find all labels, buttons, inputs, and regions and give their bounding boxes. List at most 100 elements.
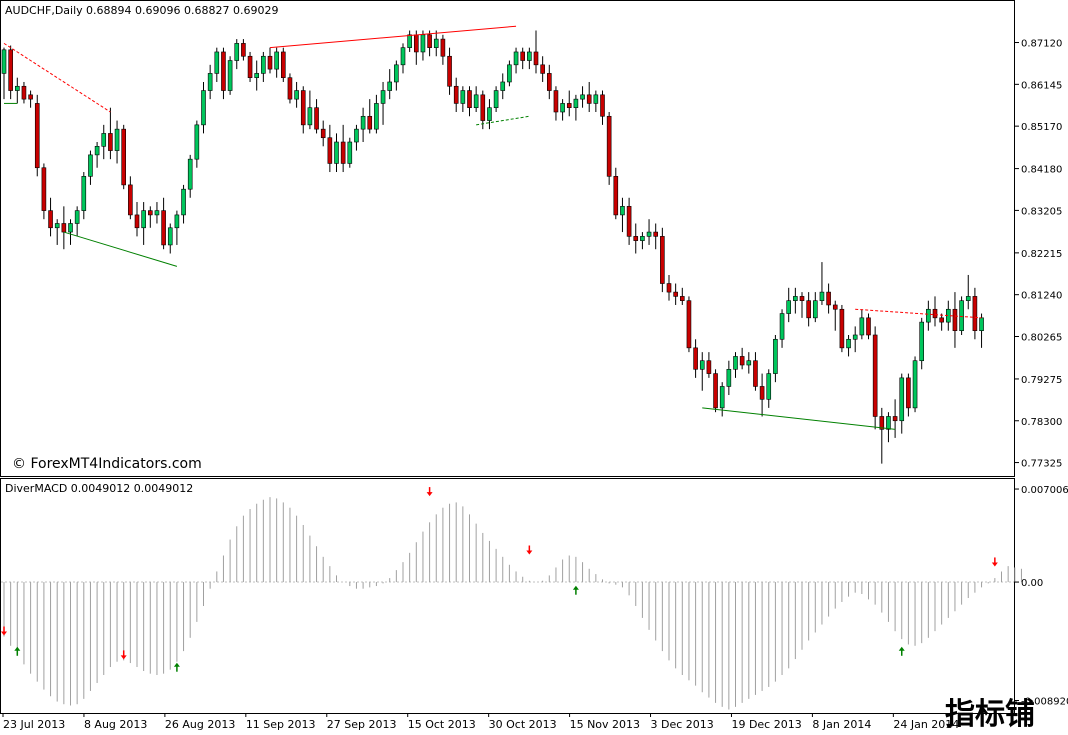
candle-body	[527, 51, 532, 61]
candle-body	[739, 356, 745, 366]
candle-body	[41, 167, 47, 211]
candle-body	[440, 38, 446, 57]
candle-body	[939, 317, 944, 323]
candle-body	[121, 128, 126, 186]
price-candles	[1, 30, 984, 464]
candle-body	[872, 334, 878, 417]
candle-body	[174, 214, 180, 229]
arrow-head	[898, 646, 905, 651]
macd-axis: 0.0070066 0.00 -0.0089200	[1014, 485, 1068, 707]
candle-body	[706, 360, 712, 374]
date-tick-label: 24 Jan 2014	[893, 718, 959, 731]
candle-body	[460, 90, 466, 104]
candle-body	[374, 103, 379, 130]
date-tick-label: 26 Aug 2013	[165, 718, 235, 731]
candle-body	[347, 141, 353, 164]
date-tick-label: 19 Dec 2013	[731, 718, 801, 731]
candle-body	[453, 85, 459, 104]
divergence-line	[855, 308, 982, 319]
candle-body	[753, 360, 758, 387]
candle-body	[280, 51, 286, 78]
candle-body	[779, 313, 785, 340]
arrow-down-icon	[120, 650, 127, 660]
arrow-up-icon	[572, 585, 579, 595]
candle-body	[606, 115, 612, 177]
candle-body	[300, 90, 306, 126]
candle-body	[965, 296, 971, 301]
candle-body	[666, 283, 672, 293]
candle-body	[566, 103, 572, 109]
candle-body	[334, 141, 339, 164]
candle-body	[812, 300, 818, 319]
date-tick-label: 15 Oct 2013	[408, 718, 476, 731]
candle-body	[507, 64, 512, 83]
price-tick-label: 0.84180	[1021, 165, 1062, 176]
candle-body	[560, 103, 565, 113]
candle-body	[307, 107, 313, 126]
candle-body	[846, 338, 851, 349]
candle-body	[580, 94, 585, 100]
candle-body	[320, 128, 326, 139]
arrow-head	[1, 631, 7, 636]
candle-body	[207, 73, 213, 91]
candle-body	[380, 90, 386, 104]
price-tick-label: 0.77325	[1021, 459, 1062, 470]
candle-body	[826, 291, 831, 306]
candle-body	[520, 51, 526, 61]
candle-body	[447, 55, 452, 87]
date-tick-label: 30 Oct 2013	[489, 718, 557, 731]
candle-body	[906, 377, 911, 409]
candle-body	[407, 34, 412, 48]
candle-body	[294, 90, 299, 100]
arrow-head	[991, 562, 998, 567]
arrow-head	[526, 550, 533, 555]
candle-body	[620, 206, 625, 216]
price-chart-title: AUDCHF,Daily	[5, 4, 83, 17]
date-tick-label: 27 Sep 2013	[327, 718, 397, 731]
candle-body	[15, 85, 20, 91]
candle-body	[972, 296, 978, 331]
candle-body	[467, 90, 472, 109]
candle-body	[500, 81, 506, 91]
arrow-down-icon	[526, 545, 533, 555]
date-tick-label: 15 Nov 2013	[570, 718, 640, 731]
candle-body	[573, 98, 579, 109]
candle-body	[141, 210, 146, 229]
candle-body	[899, 377, 905, 422]
candle-body	[879, 416, 885, 430]
price-tick-label: 0.79275	[1021, 375, 1062, 386]
candle-body	[61, 223, 67, 233]
divergence-lines	[3, 25, 982, 430]
price-tick-label: 0.85170	[1021, 122, 1062, 133]
candle-body	[8, 49, 13, 91]
candle-body	[387, 81, 393, 91]
candle-body	[640, 236, 645, 241]
candle-body	[686, 300, 692, 349]
divergence-line	[269, 25, 517, 49]
candle-body	[553, 90, 559, 113]
date-tick-label: 3 Dec 2013	[651, 718, 714, 731]
candle-body	[852, 334, 858, 340]
price-tick-label: 0.83205	[1021, 206, 1062, 217]
candle-body	[593, 94, 599, 104]
logo-text: 指标铺	[945, 697, 1035, 732]
candle-body	[513, 51, 519, 66]
macd-tick-label: 0.00	[1021, 578, 1043, 589]
candle-body	[773, 338, 778, 374]
candle-body	[274, 51, 279, 70]
candle-body	[88, 154, 93, 177]
candle-body	[759, 386, 765, 400]
candle-body	[114, 128, 120, 151]
divergence-line	[63, 231, 178, 267]
candle-body	[660, 236, 665, 284]
candle-body	[433, 38, 439, 48]
candle-body	[261, 55, 266, 74]
candle-body	[360, 115, 366, 130]
candle-body	[600, 94, 605, 117]
macd-tick-label: 0.0070066	[1021, 485, 1068, 496]
price-axis: 0.87120 0.86145 0.85170 0.84180 0.83205 0.822…	[1014, 39, 1062, 470]
candle-body	[546, 73, 552, 91]
candle-body	[892, 416, 898, 422]
candle-body	[247, 55, 253, 78]
date-tick-label: 8 Jan 2014	[812, 718, 871, 731]
